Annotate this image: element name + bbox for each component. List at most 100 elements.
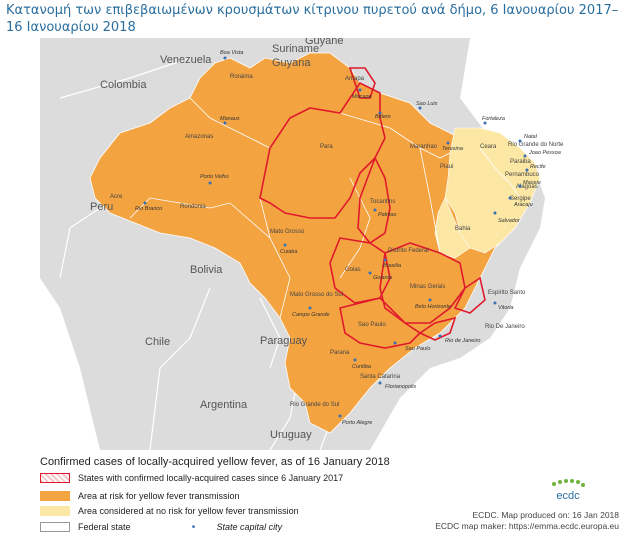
capital-dot (223, 56, 227, 60)
label-santa-catarina: Santa Catarina (360, 374, 401, 380)
capital-dot (523, 154, 527, 158)
capital-dot (353, 358, 357, 362)
capital-dot (518, 139, 522, 143)
label-acre: Acre (110, 194, 123, 200)
legend-label-confirmed: States with confirmed locally-acquired c… (78, 473, 344, 483)
legend-item-risk: Area at risk for yellow fever transmissi… (40, 490, 240, 502)
capital-dot (143, 201, 147, 205)
label-aracaju: Aracaju (513, 202, 533, 208)
capital-dot (368, 271, 372, 275)
legend-label-capital: State capital city (216, 522, 283, 532)
label-ceara: Ceara (480, 144, 497, 150)
label-roraima: Roraima (230, 74, 253, 80)
label-colombia: Colombia (100, 79, 147, 91)
label-palmas: Palmas (378, 212, 397, 218)
capital-dot (525, 168, 529, 172)
pacific-ocean (40, 278, 100, 450)
legend-title: Confirmed cases of locally-acquired yell… (40, 456, 390, 468)
label-venezuela: Venezuela (160, 54, 212, 66)
label-salvador: Salvador (498, 218, 521, 224)
legend-capital-dot-icon: • (191, 521, 196, 533)
label-chile: Chile (145, 336, 170, 348)
label-boa-vista: Boa Vista (220, 50, 243, 56)
label-bahia: Bahia (455, 226, 471, 232)
label-alagoas: Alagoas (516, 184, 538, 190)
no-risk-bahia-part (434, 197, 471, 259)
capital-dot (308, 306, 312, 310)
map-caption: Κατανομή των επιβεβαιωμένων κρουσμάτων κ… (6, 3, 619, 35)
capital-dot (483, 121, 487, 125)
legend-item-federal-state: Federal state • State capital city (40, 521, 282, 533)
confirmed-sao-paulo (339, 297, 422, 349)
label-goias: Goias (345, 267, 361, 273)
label-sao-paulo-city: Sao Paulo (405, 346, 430, 352)
legend-swatch-risk (40, 491, 70, 501)
no-risk-region (444, 127, 541, 254)
ecdc-logo-text: ecdc (556, 490, 580, 502)
ecdc-logo: ecdc (552, 479, 585, 502)
label-florianopolis: Florianopolis (385, 384, 416, 390)
legend-label-no-risk: Area considered at no risk for yellow fe… (78, 506, 299, 516)
capital-dot (418, 106, 422, 110)
capital-dot (208, 181, 212, 185)
label-rio-grande-do-norte: Rio Grande do Norte (508, 142, 564, 148)
capital-dot (428, 298, 432, 302)
label-guyana: Guyana (272, 57, 311, 69)
label-brasilia: Brasilia (383, 263, 401, 269)
label-sao-paulo: Sao Paulo (358, 322, 386, 328)
label-parana: Parana (330, 350, 350, 356)
map-credits: ECDC. Map produced on: 16 Jan 2018 ECDC … (435, 510, 619, 532)
capital-dot (283, 243, 287, 247)
confirmed-rio-de-janeiro (418, 316, 457, 341)
confirmed-tocantins (357, 156, 391, 245)
confirmed-amapa-north (348, 67, 376, 99)
label-natal: Natal (524, 134, 538, 140)
label-rio-de-janeiro-city: Rio de Janeiro (445, 338, 480, 344)
label-curitiba: Curitiba (352, 364, 371, 370)
capital-dot (223, 121, 227, 125)
label-porto-alegre: Porto Alegre (342, 420, 372, 426)
legend-item-confirmed: States with confirmed locally-acquired c… (40, 472, 343, 484)
legend-item-no-risk: Area considered at no risk for yellow fe… (40, 505, 299, 517)
capital-dot (518, 184, 522, 188)
label-para: Para (320, 144, 333, 150)
capital-dot (508, 196, 512, 200)
label-pernambuco: Pernambuco (505, 172, 540, 178)
legend-swatch-federal-state (40, 522, 70, 532)
credits-maker: ECDC map maker: https://emma.ecdc.europa… (435, 521, 619, 531)
label-vitoria: Vitoria (498, 305, 514, 311)
confirmed-amapa-para (259, 81, 386, 219)
label-rio-grande-do-sul: Rio Grande do Sul (290, 402, 339, 408)
capital-dot (393, 341, 397, 345)
label-porto-velho: Porto Velho (200, 174, 229, 180)
label-belem: Belem (375, 114, 391, 120)
label-bolivia: Bolivia (190, 264, 223, 276)
label-piaui: Piaui (440, 164, 453, 170)
label-belo-horizonte: Belo Horizonte (415, 304, 451, 310)
label-rio-de-janeiro: Rio De Janeiro (485, 324, 525, 330)
label-paraguay: Paraguay (260, 335, 308, 347)
label-argentina: Argentina (200, 399, 248, 411)
label-joao-pessoa: Joao Pessoa (528, 150, 561, 156)
label-teresina: Teresina (442, 146, 463, 152)
capital-dot (378, 111, 382, 115)
label-manaus: Manaus (220, 116, 240, 122)
label-distrito-federal: Distrito Federal (388, 248, 429, 254)
capital-dot (358, 88, 362, 92)
capital-dot (493, 211, 497, 215)
label-sao-luis: Sao Luis (416, 101, 438, 107)
brazil-map: Colombia Venezuela Guyana Guyane Surinam… (40, 38, 602, 450)
capital-dots (143, 56, 529, 418)
capital-dot (446, 141, 450, 145)
label-amazonas: Amazonas (185, 134, 213, 140)
label-sergipe: Sergipe (510, 196, 531, 202)
label-rondonia: Rondonia (180, 204, 206, 210)
label-mato-grosso: Mato Grosso (270, 229, 305, 235)
legend-label-federal-state: Federal state (78, 522, 131, 532)
label-recife: Recife (530, 164, 546, 170)
label-uruguay: Uruguay (270, 429, 312, 441)
label-maceio: Maceio (523, 180, 541, 186)
label-campo-grande: Campo Grande (292, 312, 330, 318)
label-paraiba: Paraiba (510, 159, 531, 165)
label-minas-gerais: Minas Gerais (410, 284, 445, 290)
